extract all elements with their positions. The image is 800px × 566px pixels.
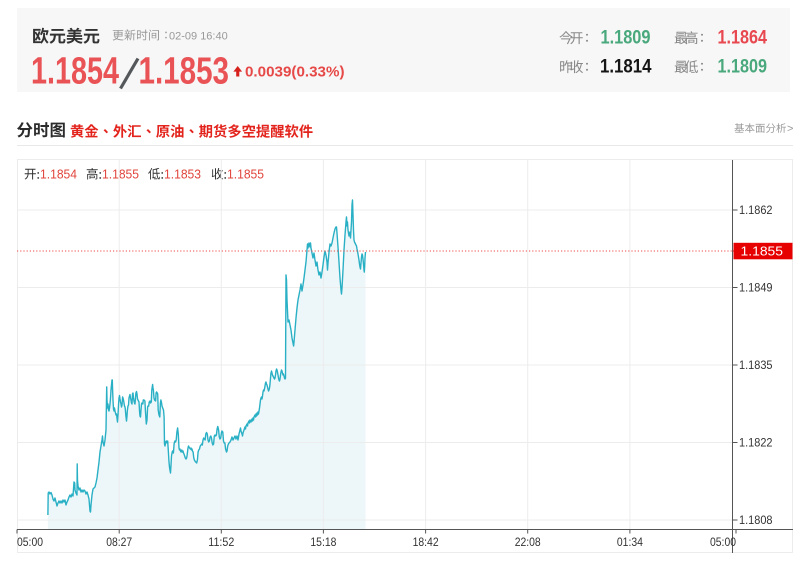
svg-text:1.1855: 1.1855 <box>741 245 784 259</box>
svg-text:>: > <box>787 123 793 135</box>
svg-text:1.1853: 1.1853 <box>164 168 201 182</box>
svg-text:15:18: 15:18 <box>310 535 336 549</box>
svg-text:1.1854: 1.1854 <box>40 168 77 182</box>
svg-text:1.1855: 1.1855 <box>102 168 139 182</box>
svg-text:02-09 16:40: 02-09 16:40 <box>169 31 228 43</box>
svg-text:1.1822: 1.1822 <box>739 436 773 450</box>
svg-text:1.1855: 1.1855 <box>227 168 264 182</box>
svg-text:08:27: 08:27 <box>106 535 132 549</box>
svg-text:1.1814: 1.1814 <box>600 56 652 78</box>
svg-text:01:34: 01:34 <box>617 535 643 549</box>
svg-text:1.1809: 1.1809 <box>718 56 768 78</box>
svg-text:1.1864: 1.1864 <box>718 27 768 49</box>
svg-text:1.1835: 1.1835 <box>739 358 773 372</box>
svg-text:11:52: 11:52 <box>208 535 234 549</box>
svg-text:1.1849: 1.1849 <box>739 281 773 295</box>
svg-text:05:00: 05:00 <box>710 535 736 549</box>
svg-text:1.1808: 1.1808 <box>739 513 773 527</box>
svg-text:0.0039(0.33%): 0.0039(0.33%) <box>245 64 345 81</box>
svg-text:05:00: 05:00 <box>17 535 43 549</box>
svg-text:18:42: 18:42 <box>413 535 439 549</box>
svg-text:1.1853: 1.1853 <box>139 51 230 93</box>
svg-text:22:08: 22:08 <box>515 535 541 549</box>
svg-text:1.1809: 1.1809 <box>601 27 651 49</box>
svg-text:1.1862: 1.1862 <box>739 203 773 217</box>
svg-text:1.1854: 1.1854 <box>31 51 119 93</box>
